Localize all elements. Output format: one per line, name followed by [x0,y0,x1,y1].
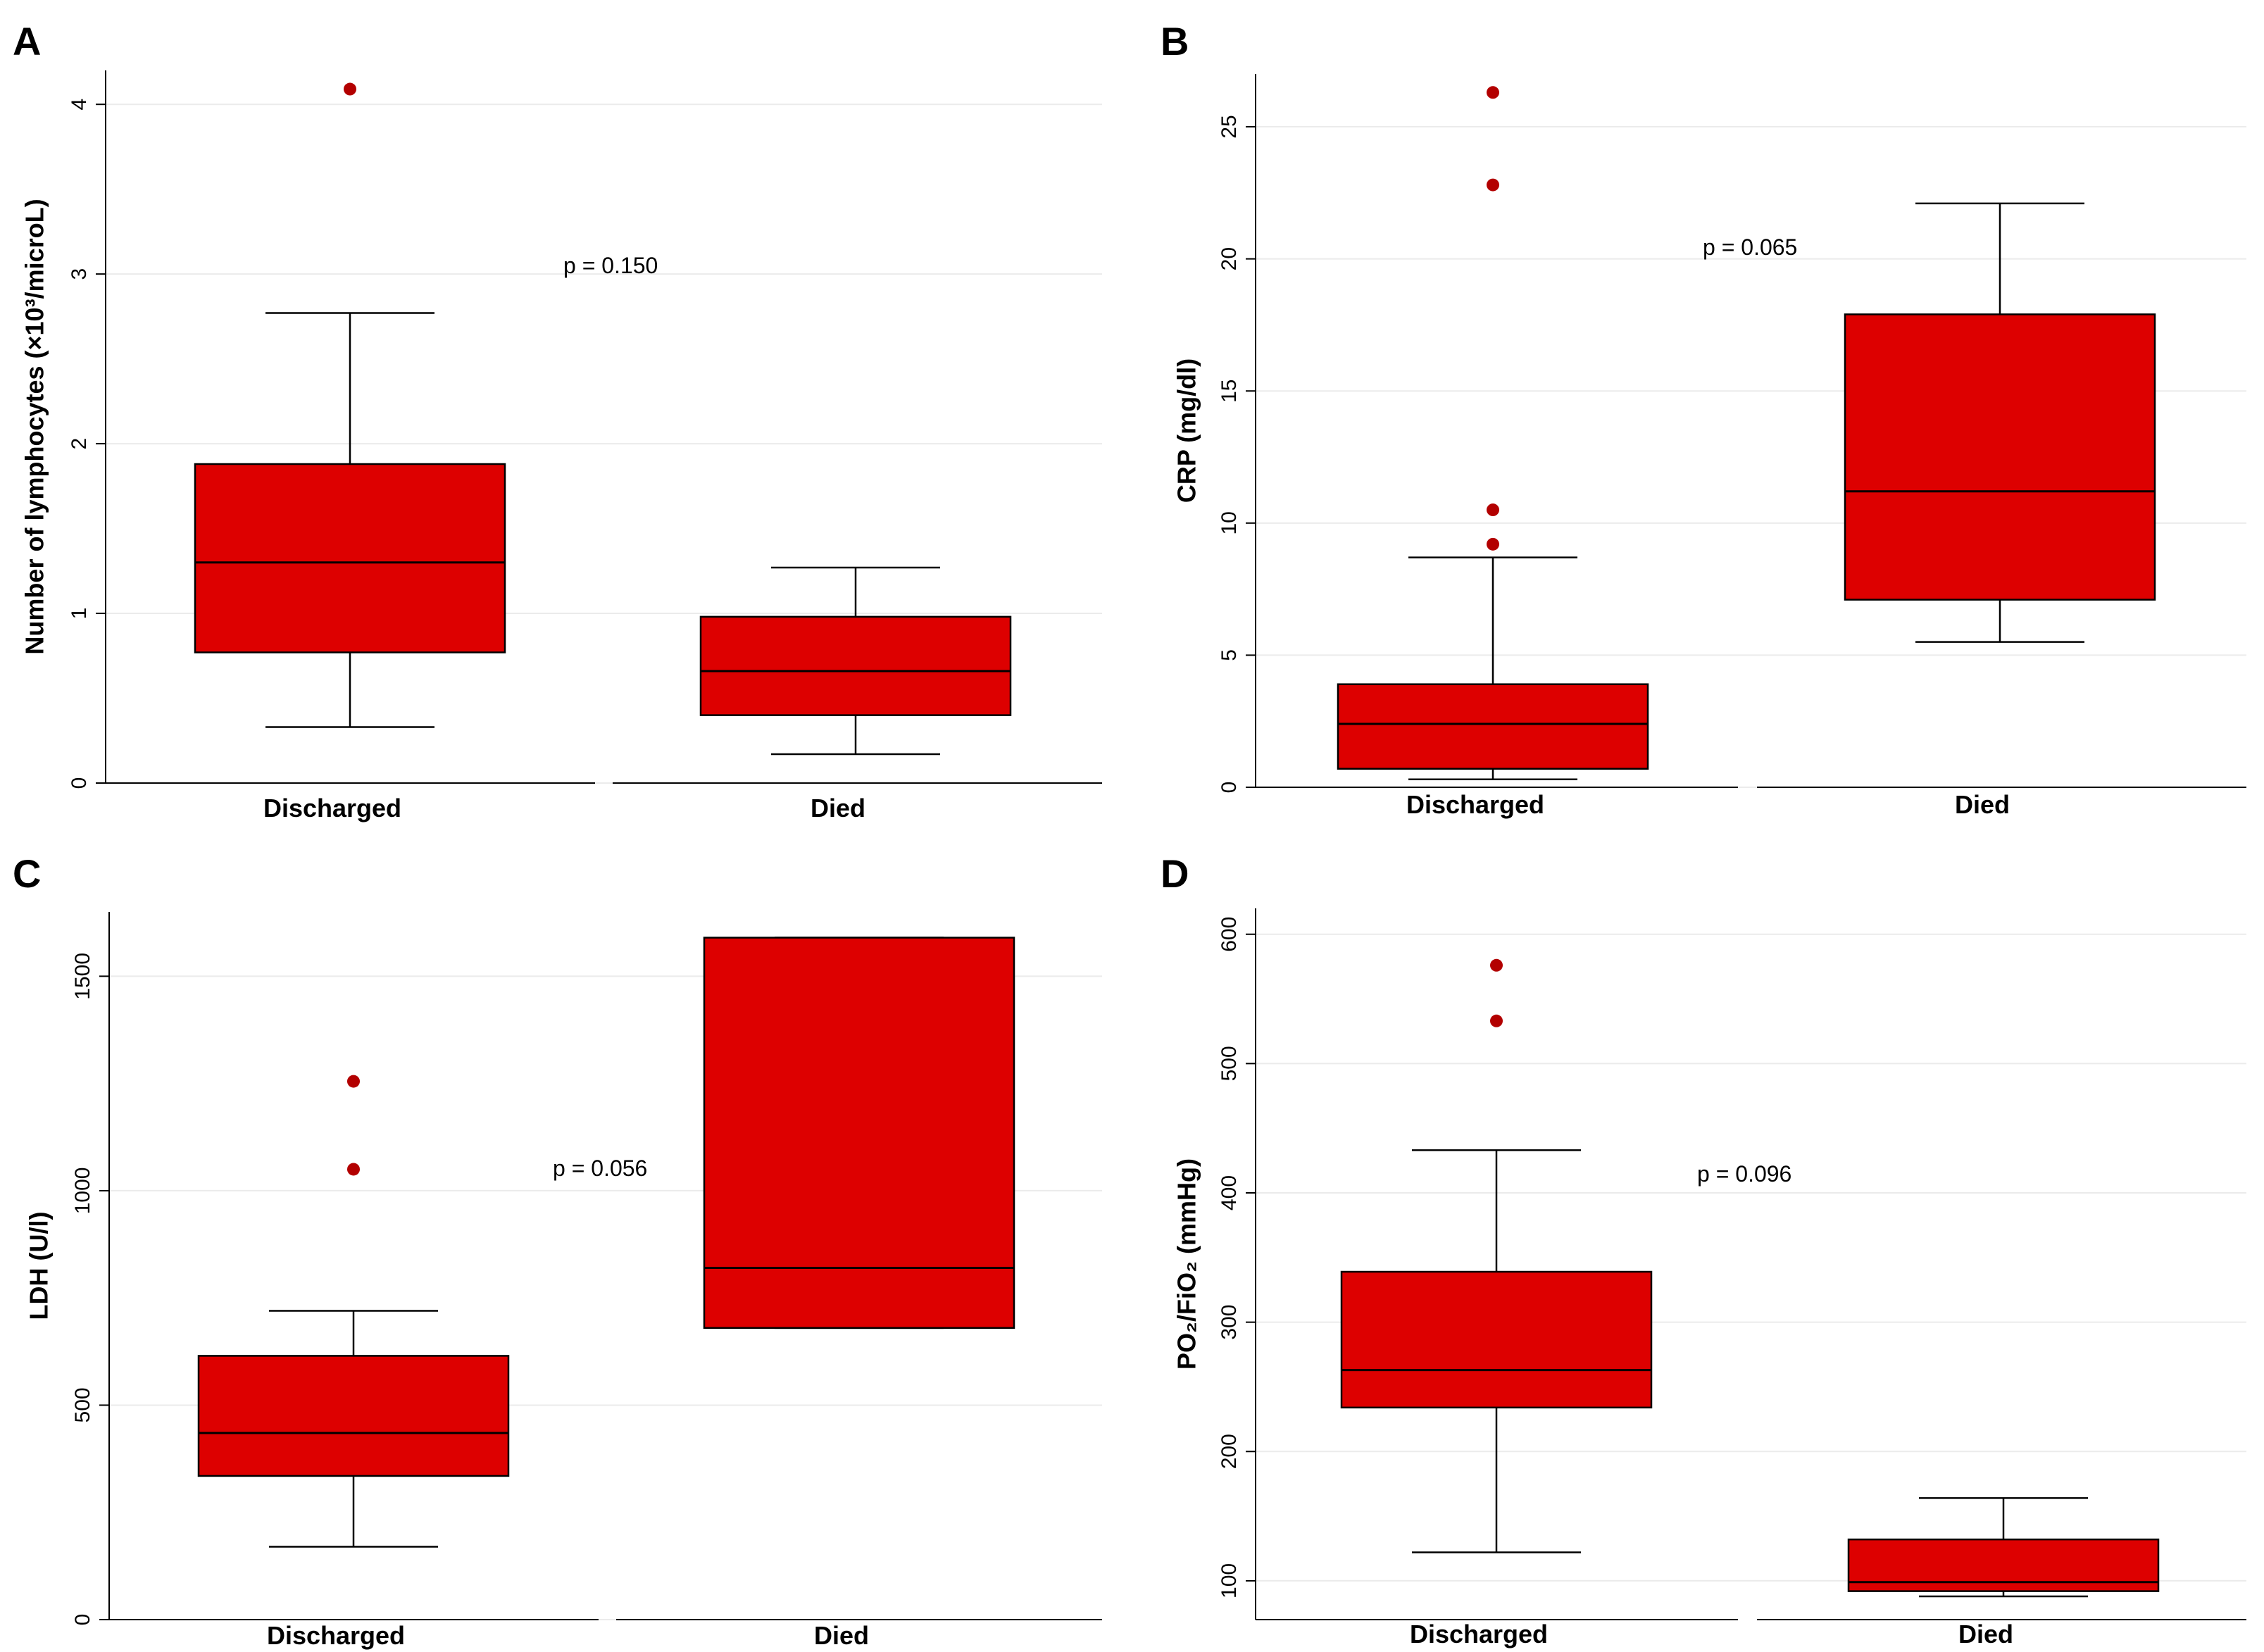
panel-c-y-tick-label: 1000 [71,1168,94,1215]
panel-a-discharged-category-label: Discharged [263,794,401,822]
panel-b-p-value: p = 0.065 [1703,234,1797,260]
panel-d-p-value: p = 0.096 [1697,1161,1791,1187]
panel-d-died-box [1847,1538,2160,1592]
panel-c-y-tick-label: 1500 [71,953,94,1000]
panel-a-y-tick-label: 2 [68,438,91,450]
panel-b-letter: B [1161,19,1189,63]
panel-b-y-tick-label: 20 [1218,247,1241,270]
panel-b-discharged-box [1337,683,1649,770]
panel-c-p-value: p = 0.056 [553,1156,647,1181]
panel-c-discharged-outlier-point [347,1075,360,1088]
panel-d-y-tick-label: 500 [1218,1046,1241,1081]
panel-a-discharged-outlier-point [344,82,356,96]
panel-a-discharged-box [194,463,506,653]
panel-b-y-tick-label: 25 [1218,115,1241,138]
panel-c-died-box [703,937,1015,1329]
panel-a-died-box [699,615,1012,716]
panel-b-discharged-outlier-point [1487,503,1499,517]
panel-b-died-box [1844,313,2156,601]
panel-b-y-axis-label: CRP (mg/dl) [1172,358,1201,503]
panel-d-discharged-category-label: Discharged [1410,1620,1548,1648]
panel-a-y-tick-label: 1 [68,608,91,620]
panel-b-y-tick-label: 5 [1218,649,1241,661]
panel-a-died-category-label: Died [811,794,865,822]
panel-c-y-tick-label: 500 [71,1387,94,1422]
panel-b-discharged-outlier-point [1487,178,1499,192]
panel-b-discharged-outlier-point [1487,86,1499,99]
panel-c-y-axis-label: LDH (U/l) [25,1212,54,1320]
panel-d-discharged-outlier-point [1490,958,1503,972]
panel-a-y-tick-label: 3 [68,268,91,280]
panel-c-discharged-box [197,1355,510,1477]
panel-d-y-axis-label: PO₂/FiO₂ (mmHg) [1172,1158,1201,1370]
panel-b-y-tick-label: 15 [1218,380,1241,403]
panel-b-y-tick-label: 10 [1218,511,1241,534]
panel-c-y-tick-label: 0 [71,1614,94,1626]
panel-c-discharged-category-label: Discharged [267,1621,405,1650]
panel-d-letter: D [1161,851,1189,896]
panel-d-y-tick-label: 200 [1218,1434,1241,1469]
panel-a-y-tick-label: 0 [68,777,91,789]
panel-d-y-tick-label: 300 [1218,1305,1241,1340]
panel-b-discharged-outlier-point [1487,537,1499,551]
panel-d-died-category-label: Died [1958,1620,2013,1648]
panel-a-letter: A [13,19,41,63]
panel-b-died-category-label: Died [1955,790,2010,819]
panel-c-letter: C [13,851,41,896]
panel-c-discharged-outlier-point [347,1163,360,1176]
panel-a-p-value: p = 0.150 [563,253,658,278]
panel-d-y-tick-label: 100 [1218,1563,1241,1598]
panel-d-y-tick-label: 600 [1218,917,1241,952]
panel-b-y-tick-label: 0 [1218,782,1241,794]
panel-c-died-category-label: Died [814,1621,869,1650]
panel-a-y-tick-label: 4 [68,99,91,111]
panel-d-y-tick-label: 400 [1218,1175,1241,1210]
panel-d-discharged-outlier-point [1490,1014,1503,1027]
panel-b-discharged-category-label: Discharged [1406,790,1544,819]
panel-d-discharged-box [1340,1270,1653,1409]
panel-a-y-axis-label: Number of lymphocytes (×10³/microL) [20,199,49,654]
